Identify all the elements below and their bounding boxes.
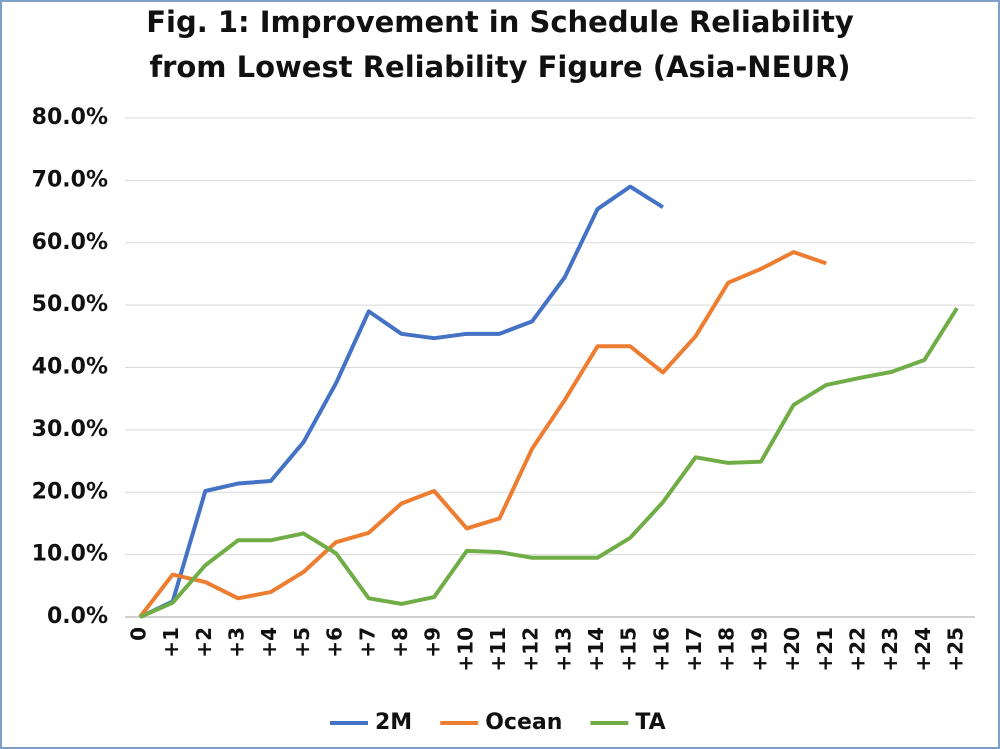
y-tick-label: 60.0% bbox=[32, 230, 108, 255]
x-tick-label: +12 bbox=[519, 627, 543, 672]
series-line bbox=[139, 184, 664, 619]
x-tick-label: +15 bbox=[617, 627, 641, 672]
x-tick-label: +21 bbox=[813, 627, 837, 672]
chart-title: Fig. 1: Improvement in Schedule Reliabil… bbox=[146, 5, 854, 39]
x-tick-label: +18 bbox=[715, 627, 739, 672]
x-tick-label: +6 bbox=[323, 627, 347, 658]
x-tick-label: 0 bbox=[127, 627, 151, 641]
chart-title: from Lowest Reliability Figure (Asia-NEU… bbox=[149, 50, 850, 84]
y-tick-label: 0.0% bbox=[47, 604, 108, 629]
x-tick-label: +5 bbox=[290, 627, 314, 658]
series-line bbox=[138, 250, 827, 619]
x-tick-label: +2 bbox=[192, 627, 216, 658]
y-tick-label: 70.0% bbox=[32, 167, 108, 192]
x-tick-label: +3 bbox=[225, 627, 249, 658]
x-tick-label: +10 bbox=[453, 627, 477, 672]
x-tick-label: +1 bbox=[159, 627, 183, 658]
x-tick-label: +13 bbox=[551, 627, 575, 672]
x-tick-label: +23 bbox=[878, 627, 902, 672]
y-tick-label: 30.0% bbox=[32, 417, 108, 442]
legend-label: TA bbox=[635, 710, 665, 735]
x-tick-label: +19 bbox=[747, 627, 771, 672]
x-tick-label: +17 bbox=[682, 627, 706, 672]
y-tick-label: 10.0% bbox=[32, 542, 108, 567]
x-tick-label: +25 bbox=[944, 627, 968, 672]
x-tick-label: +16 bbox=[649, 627, 673, 672]
y-tick-label: 80.0% bbox=[32, 105, 108, 130]
series-line bbox=[139, 307, 959, 619]
y-tick-label: 40.0% bbox=[32, 355, 108, 380]
x-tick-label: +8 bbox=[388, 627, 412, 658]
legend-label: Ocean bbox=[485, 710, 562, 735]
y-tick-label: 20.0% bbox=[32, 479, 108, 504]
x-tick-label: +11 bbox=[486, 627, 510, 672]
x-tick-label: +20 bbox=[780, 627, 804, 672]
x-tick-label: +22 bbox=[845, 627, 869, 672]
x-tick-label: +4 bbox=[257, 627, 281, 658]
y-tick-label: 50.0% bbox=[32, 292, 108, 317]
x-tick-label: +7 bbox=[355, 627, 379, 658]
x-tick-label: +9 bbox=[421, 627, 445, 658]
x-tick-label: +24 bbox=[911, 627, 935, 672]
x-tick-label: +14 bbox=[584, 627, 608, 672]
legend-label: 2M bbox=[375, 710, 412, 735]
